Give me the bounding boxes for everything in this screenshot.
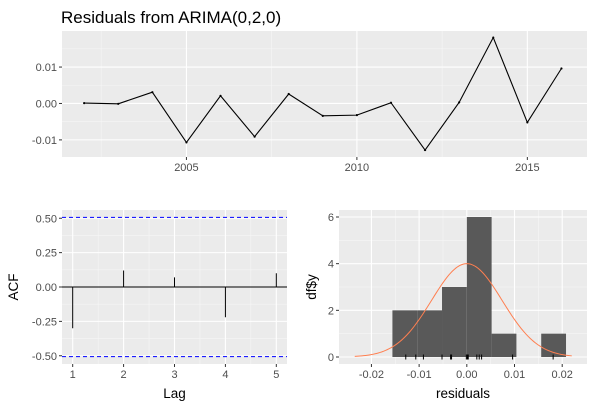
data-point (424, 149, 426, 151)
histogram-x-axis-label: residuals (436, 386, 490, 401)
histogram-bar (541, 334, 566, 357)
data-point (458, 101, 460, 103)
x-tick-label: -0.02 (359, 369, 384, 381)
y-tick-label: 2 (328, 305, 334, 317)
data-point (288, 93, 290, 95)
acf-x-axis-label: Lag (163, 386, 186, 401)
histogram-bar (467, 217, 492, 357)
data-point (185, 141, 187, 143)
x-tick-label: 4 (222, 369, 228, 381)
histogram-bar (442, 287, 467, 357)
y-tick-label: 0.50 (36, 213, 57, 225)
y-tick-label: 0.25 (36, 248, 57, 260)
y-tick-label: -0.50 (32, 351, 57, 363)
x-tick-label: 3 (171, 369, 177, 381)
y-tick-label: 6 (328, 212, 334, 224)
acf-y-axis-label: ACF (6, 274, 21, 301)
panel-background (62, 31, 587, 157)
data-point (117, 103, 119, 105)
data-point (356, 114, 358, 116)
y-tick-label: -0.25 (32, 316, 57, 328)
y-tick-label: 0.00 (36, 98, 57, 110)
data-point (322, 115, 324, 117)
y-tick-label: -0.01 (32, 135, 57, 147)
data-point (560, 67, 562, 69)
x-tick-label: -0.01 (407, 369, 432, 381)
x-tick-label: 5 (273, 369, 279, 381)
x-tick-label: 2005 (174, 162, 198, 174)
data-point (83, 102, 85, 104)
y-tick-label: 0.00 (36, 282, 57, 294)
chart-title: Residuals from ARIMA(0,2,0) (61, 8, 281, 27)
x-tick-label: 1 (70, 369, 76, 381)
data-point (526, 121, 528, 123)
y-tick-label: 0 (328, 352, 334, 364)
y-tick-label: 0.01 (36, 62, 57, 74)
data-point (492, 36, 494, 38)
data-point (390, 102, 392, 104)
x-tick-label: 0.02 (551, 369, 572, 381)
residuals-time-series-panel: -0.01 0.00 0.01 2005 2010 2015 (32, 31, 587, 174)
data-point (254, 136, 256, 138)
histogram-bar (492, 334, 517, 357)
x-tick-label: 2015 (515, 162, 539, 174)
histogram-bar (392, 310, 417, 357)
data-point (151, 91, 153, 93)
x-tick-label: 2 (121, 369, 127, 381)
y-tick-label: 4 (328, 259, 334, 271)
x-tick-label: 2010 (345, 162, 369, 174)
x-tick-label: 0.00 (456, 369, 477, 381)
histogram-y-axis-label: df$y (304, 274, 319, 300)
x-tick-label: 0.01 (504, 369, 525, 381)
data-point (219, 95, 221, 97)
